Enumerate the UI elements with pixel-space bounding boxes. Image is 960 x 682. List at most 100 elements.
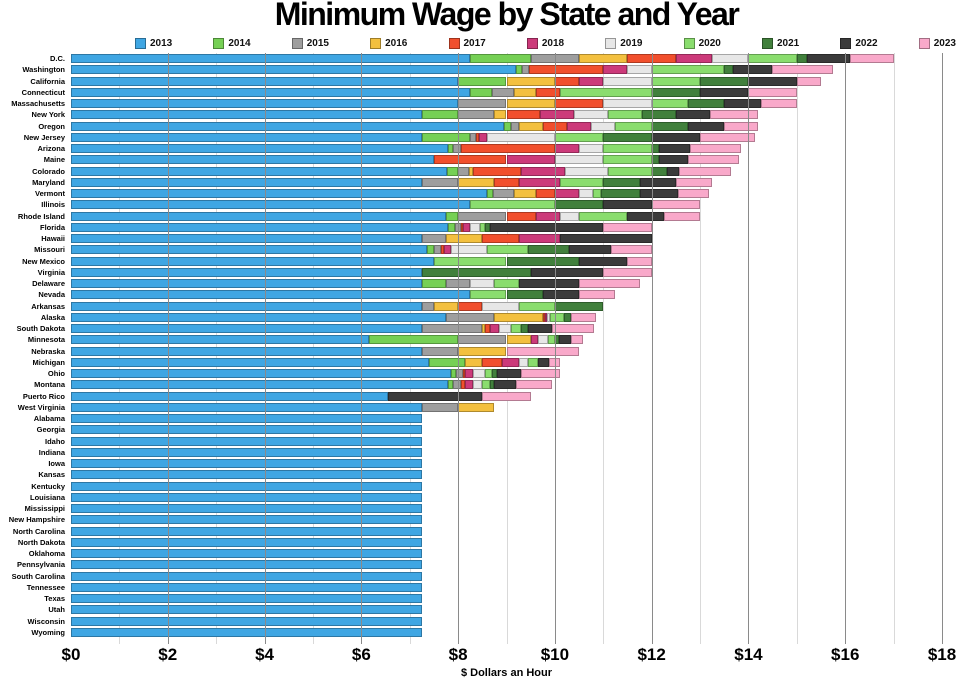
bar-segment-2021: [485, 222, 490, 232]
bar-segment-2018: [443, 245, 451, 255]
bar-segment-2015: [458, 335, 507, 345]
bar-segment-2019: [537, 335, 549, 345]
major-gridline-$4: [264, 53, 266, 644]
bar-row-maryland: [71, 177, 942, 187]
bar-segment-2017: [460, 144, 555, 154]
bar-segment-2017: [506, 211, 536, 221]
bar-segment-2023: [521, 369, 560, 379]
bar-segment-2023: [724, 121, 759, 131]
bar-segment-2022: [387, 391, 483, 401]
bar-segment-2023: [506, 346, 580, 356]
bar-segment-2022: [639, 177, 676, 187]
legend-label-2022: 2022: [855, 37, 878, 49]
bar-segment-2021: [687, 99, 725, 109]
bar-segment-2021: [521, 324, 529, 334]
bar-segment-2021: [554, 301, 604, 311]
state-label: Mississippi: [24, 504, 65, 513]
state-label: North Carolina: [12, 526, 65, 536]
bar-segment-2023: [610, 245, 652, 255]
bar-segment-2020: [518, 301, 555, 311]
bar-segment-2022: [542, 290, 580, 300]
bar-segment-2020: [480, 222, 486, 232]
bar-segment-2014: [421, 279, 446, 289]
state-label: Maryland: [32, 177, 65, 187]
bar-segment-2016: [465, 357, 483, 367]
bar-row-d-c-: [71, 54, 942, 64]
state-label: Colorado: [32, 166, 65, 176]
bar-segment-2022: [667, 166, 679, 176]
bar-segment-2013: [71, 121, 505, 131]
bar-segment-2023: [687, 155, 739, 165]
bar-segment-2019: [579, 189, 593, 199]
state-label: California: [30, 76, 65, 86]
state-label: Rhode Island: [17, 211, 65, 221]
bar-segment-2023: [603, 222, 652, 232]
bar-segment-2015: [446, 279, 471, 289]
bar-row-delaware: [71, 279, 942, 289]
legend-swatch-2017: [448, 37, 460, 49]
bar-segment-2020: [748, 54, 797, 64]
bar-segment-2019: [472, 380, 483, 390]
bar-segment-2018: [566, 121, 592, 131]
bar-segment-2020: [470, 200, 555, 210]
bar-row-kansas: [71, 470, 942, 480]
bar-segment-2014: [515, 65, 522, 75]
state-label: Illinois: [41, 200, 65, 210]
bar-row-florida: [71, 222, 942, 232]
bar-segment-2013: [71, 200, 471, 210]
state-label: New Hampshire: [8, 515, 65, 525]
bar-segment-2022: [496, 369, 521, 379]
state-label: D.C.: [50, 54, 65, 63]
bar-segment-2015: [433, 245, 442, 255]
bar-segment-2019: [627, 65, 652, 75]
bar-segment-2016: [518, 121, 543, 131]
state-label: Alaska: [40, 312, 65, 322]
bar-segment-2022: [687, 121, 725, 131]
bar-segment-2017: [494, 177, 519, 187]
bar-segment-2023: [579, 279, 640, 289]
bar-segment-2018: [675, 54, 713, 64]
bar-segment-2013: [71, 436, 422, 446]
bar-segment-2015: [421, 234, 446, 244]
bar-segment-2023: [570, 335, 584, 345]
minor-gridline-$17: [893, 53, 895, 644]
bar-segment-2022: [489, 222, 604, 232]
state-label: Michigan: [32, 357, 65, 367]
bar-segment-2019: [559, 211, 580, 221]
bar-row-puerto-rico: [71, 391, 942, 401]
legend-item-2018: 2018: [526, 37, 564, 49]
bar-segment-2020: [651, 65, 725, 75]
state-label: New Jersey: [23, 132, 65, 142]
bar-segment-2017: [460, 380, 466, 390]
bar-segment-2017: [462, 369, 466, 379]
bar-segment-2013: [71, 357, 430, 367]
bar-segment-2022: [724, 99, 761, 109]
bar-segment-2017: [482, 357, 502, 367]
bar-row-indiana: [71, 447, 942, 457]
bar-segment-2017: [529, 65, 604, 75]
bar-row-michigan: [71, 357, 942, 367]
bar-segment-2013: [71, 414, 422, 424]
bar-segment-2013: [71, 537, 422, 547]
bar-segment-2021: [528, 245, 570, 255]
bar-row-arkansas: [71, 301, 942, 311]
bar-segment-2013: [71, 189, 488, 199]
bar-segment-2013: [71, 110, 422, 120]
bar-segment-2017: [433, 155, 507, 165]
bar-segment-2017: [482, 234, 519, 244]
bar-segment-2022: [700, 87, 749, 97]
bar-segment-2015: [421, 177, 459, 187]
bar-segment-2021: [506, 290, 543, 300]
bar-segment-2021: [724, 65, 734, 75]
bar-segment-2019: [482, 301, 519, 311]
bar-segment-2020: [592, 189, 602, 199]
bar-segment-2020: [579, 211, 628, 221]
bar-segment-2015: [446, 312, 495, 322]
bar-row-north-dakota: [71, 537, 942, 547]
bar-segment-2020: [603, 155, 652, 165]
bar-segment-2013: [71, 267, 422, 277]
state-label: Pennsylvania: [17, 560, 65, 570]
state-label: Massachusetts: [11, 99, 65, 108]
bar-segment-2020: [549, 312, 565, 322]
bar-segment-2013: [71, 290, 471, 300]
